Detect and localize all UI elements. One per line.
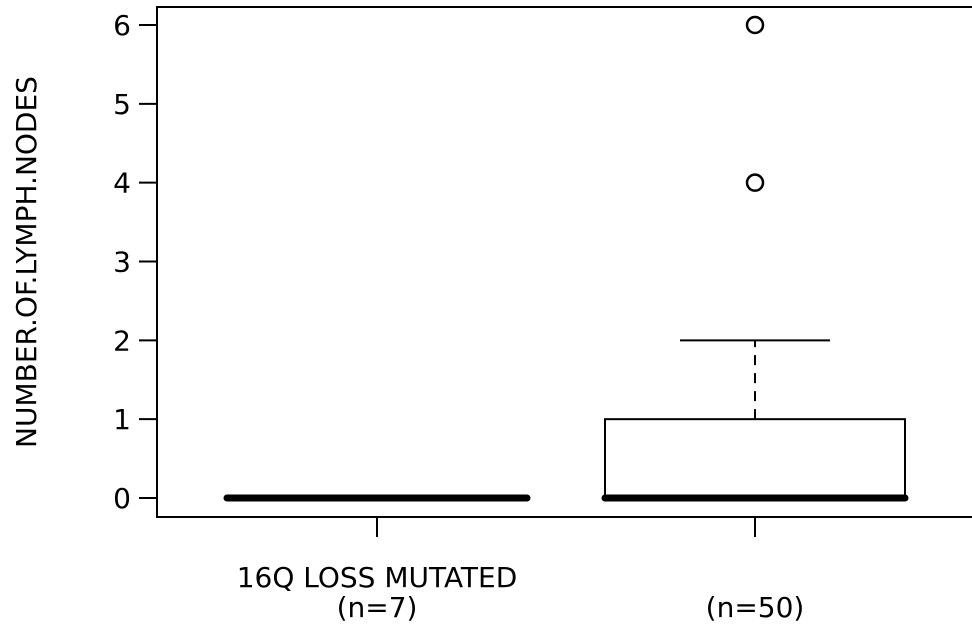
- y-tick-label: 0: [113, 482, 131, 515]
- x-tick-label: (n=50): [706, 591, 805, 624]
- outlier-point: [745, 173, 765, 192]
- y-axis: 0 1 2 3 4 5 6: [113, 9, 157, 515]
- x-axis: 16Q LOSS MUTATED(n=7) (n=50): [237, 517, 805, 624]
- y-tick-label: 1: [113, 403, 131, 436]
- y-tick-label: 4: [113, 167, 131, 200]
- outlier-point: [745, 15, 765, 35]
- y-axis-label: NUMBER.OF.LYMPH.NODES: [10, 76, 43, 448]
- y-tick-label: 3: [113, 246, 131, 279]
- box-group: [601, 15, 909, 502]
- iqr-box: [604, 418, 906, 500]
- plot-area: [156, 6, 972, 518]
- y-tick-label: 6: [113, 9, 131, 42]
- y-tick-label: 5: [113, 88, 131, 121]
- x-tick-label: 16Q LOSS MUTATED: [237, 561, 518, 594]
- x-tick-label: (n=7): [337, 591, 418, 624]
- y-tick-label: 2: [113, 324, 131, 357]
